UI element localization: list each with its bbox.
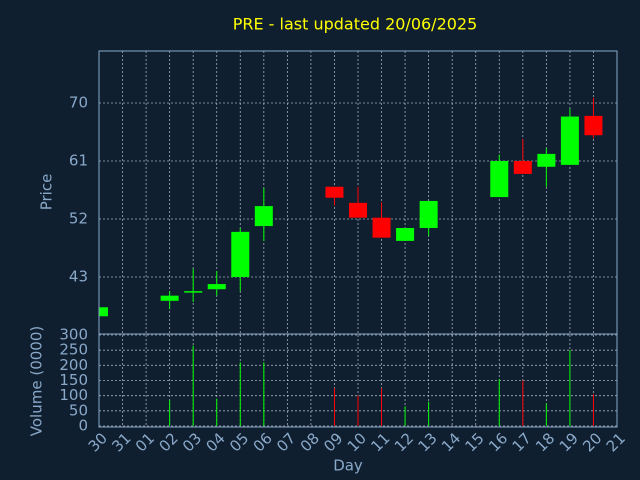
x-tick-label: 12 xyxy=(391,429,417,455)
candle-body xyxy=(372,217,391,238)
candle-body xyxy=(254,206,273,227)
x-axis-label: Day xyxy=(333,457,363,475)
candle-body xyxy=(419,200,438,229)
x-tick-label: 05 xyxy=(226,429,252,455)
y-tick-label: 61 xyxy=(69,151,88,169)
candle-body xyxy=(513,160,532,174)
x-tick-label: 13 xyxy=(414,429,440,455)
y-axis-label: Price xyxy=(38,174,56,211)
x-tick-label: 18 xyxy=(532,429,558,455)
candle-body xyxy=(325,186,344,198)
candle-body xyxy=(99,307,108,317)
candle-body xyxy=(560,116,579,165)
x-tick-label: 21 xyxy=(603,429,629,455)
candle-body xyxy=(396,228,415,241)
x-tick-label: 15 xyxy=(462,429,488,455)
x-tick-label: 14 xyxy=(438,429,464,455)
candle-body xyxy=(584,115,603,136)
volume-tick-label: 250 xyxy=(59,341,88,359)
x-tick-label: 07 xyxy=(273,429,299,455)
x-tick-label: 10 xyxy=(344,429,370,455)
x-tick-label: 31 xyxy=(108,429,134,455)
x-tick-label: 06 xyxy=(250,429,276,455)
x-tick-label: 09 xyxy=(320,429,346,455)
y-tick-label: 70 xyxy=(69,93,88,111)
x-tick-label: 17 xyxy=(509,429,535,455)
volume-frame xyxy=(98,333,618,428)
volume-tick-label: 150 xyxy=(59,371,88,389)
x-tick-label: 01 xyxy=(132,429,158,455)
x-tick-label: 20 xyxy=(579,429,605,455)
volume-tick-label: 0 xyxy=(78,417,88,435)
y-tick-label: 43 xyxy=(69,267,88,285)
x-tick-label: 11 xyxy=(367,429,393,455)
volume-tick-label: 300 xyxy=(59,326,88,344)
x-tick-label: 19 xyxy=(556,429,582,455)
candle-body xyxy=(160,295,179,301)
volume-tick-label: 50 xyxy=(69,401,88,419)
candle-body xyxy=(490,160,509,198)
x-tick-label: 16 xyxy=(485,429,511,455)
candle-body xyxy=(349,202,367,218)
x-tick-label: 08 xyxy=(297,429,323,455)
chart-title: PRE - last updated 20/06/2025 xyxy=(233,15,478,34)
candle-body xyxy=(207,284,226,290)
volume-tick-label: 200 xyxy=(59,356,88,374)
candle-body xyxy=(184,291,203,293)
x-tick-label: 30 xyxy=(85,429,111,455)
candle-body xyxy=(537,153,556,167)
price-panel xyxy=(99,97,603,317)
x-tick-label: 04 xyxy=(203,429,229,455)
y-tick-label: 52 xyxy=(69,209,88,227)
x-tick-label: 02 xyxy=(155,429,181,455)
volume-axis-label: Volume (0000) xyxy=(28,326,46,436)
candle-body xyxy=(231,231,250,277)
volume-tick-label: 100 xyxy=(59,386,88,404)
x-tick-label: 03 xyxy=(179,429,205,455)
